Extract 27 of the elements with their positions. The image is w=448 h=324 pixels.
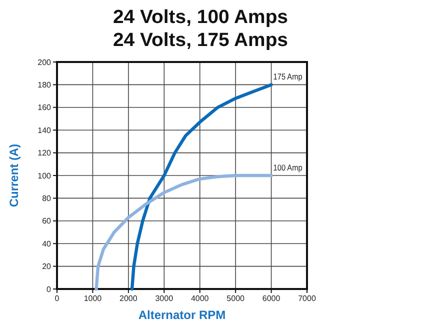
x-tick-label: 0 bbox=[54, 294, 60, 303]
series-label: 175 Amp bbox=[273, 72, 307, 82]
chart-title: 24 Volts, 100 Amps bbox=[113, 7, 288, 28]
line-series bbox=[94, 174, 273, 291]
x-tick-label: 4000 bbox=[190, 294, 210, 303]
y-tick-label: 200 bbox=[38, 58, 52, 67]
y-tick-label: 40 bbox=[42, 239, 52, 248]
y-tick-label: 20 bbox=[42, 262, 52, 272]
y-tick-label: 180 bbox=[38, 80, 52, 90]
chart-subtitle: 24 Volts, 175 Amps bbox=[113, 30, 288, 51]
series-label: 100 Amp bbox=[273, 162, 307, 172]
y-tick-label: 60 bbox=[42, 216, 52, 226]
x-tick-label: 1000 bbox=[84, 294, 102, 303]
line-series bbox=[130, 83, 273, 291]
y-tick-label: 100 bbox=[38, 171, 52, 180]
y-tick-label: 80 bbox=[42, 194, 52, 203]
x-tick-label: 7000 bbox=[298, 294, 316, 303]
x-tick-label: 3000 bbox=[155, 294, 174, 303]
x-tick-label: 6000 bbox=[262, 294, 281, 303]
y-axis-title: Current (A) bbox=[7, 144, 21, 208]
x-axis-title: Alternator RPM bbox=[138, 308, 226, 322]
y-tick-label: 140 bbox=[38, 126, 52, 135]
y-tick-label: 160 bbox=[38, 103, 52, 112]
x-tick-label: 5000 bbox=[226, 294, 246, 303]
x-tick-label: 2000 bbox=[120, 294, 138, 303]
y-tick-label: 120 bbox=[38, 148, 52, 158]
y-tick-label: 0 bbox=[46, 284, 52, 294]
